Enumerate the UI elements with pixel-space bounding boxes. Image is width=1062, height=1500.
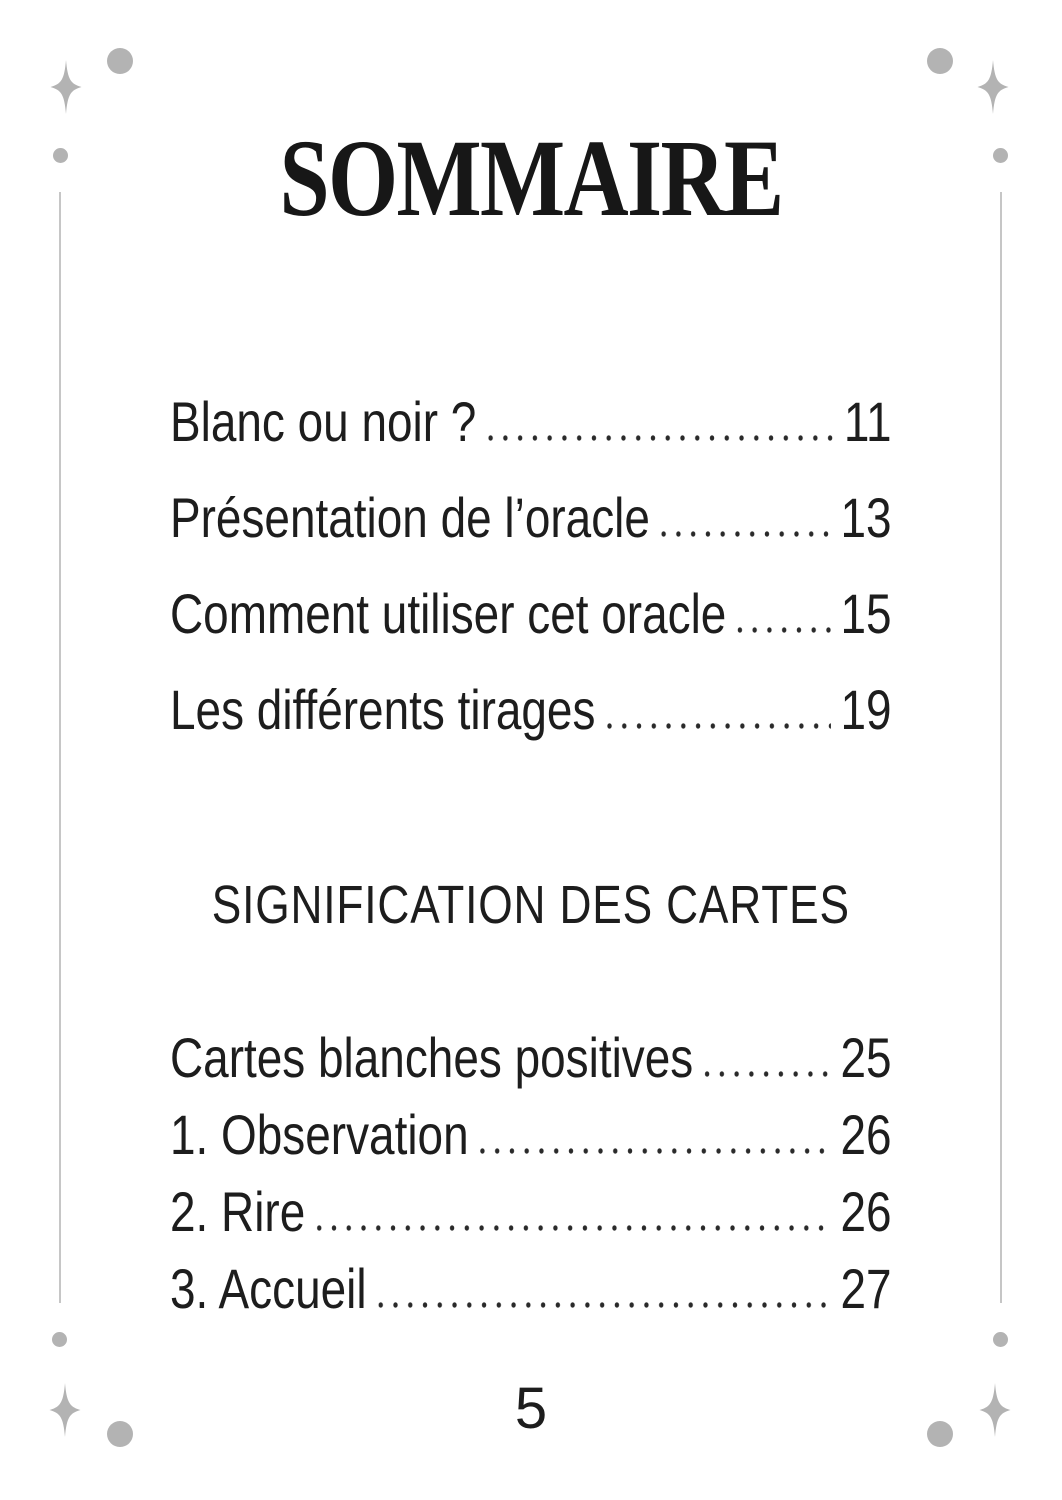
toc-entry: Blanc ou noir ? 11 xyxy=(170,389,892,485)
sparkle-icon xyxy=(977,60,1009,114)
dotted-leader xyxy=(487,435,835,441)
toc-entry-label: Blanc ou noir ? xyxy=(170,390,477,453)
toc-entry-page: 15 xyxy=(840,582,892,645)
folio-page-number: 5 xyxy=(514,1376,548,1441)
section-heading: SIGNIFICATION DES CARTES xyxy=(211,875,850,935)
right-border-line xyxy=(1000,192,1002,1303)
decorative-dot xyxy=(993,1332,1008,1347)
toc-entry: Comment utiliser cet oracle 15 xyxy=(170,581,892,677)
decorative-dot xyxy=(52,1332,67,1347)
toc-entry: 2. Rire 26 xyxy=(170,1179,892,1256)
dotted-leader xyxy=(606,723,831,729)
toc-entry-label: 3. Accueil xyxy=(170,1257,367,1320)
decorative-dot xyxy=(927,1421,953,1447)
toc-intro-list: Blanc ou noir ? 11 Présentation de l’ora… xyxy=(170,389,892,773)
toc-entry-page: 19 xyxy=(840,678,892,741)
toc-entry-label: Les différents tirages xyxy=(170,678,596,741)
toc-entry-page: 27 xyxy=(840,1257,892,1320)
toc-entry-page: 26 xyxy=(840,1180,892,1243)
dotted-leader xyxy=(737,627,831,633)
toc-entry: Les différents tirages 19 xyxy=(170,677,892,773)
toc-entry: 1. Observation 26 xyxy=(170,1102,892,1179)
toc-entry-label: Cartes blanches positives xyxy=(170,1026,694,1089)
toc-entry-page: 13 xyxy=(840,486,892,549)
sparkle-icon xyxy=(50,60,82,114)
toc-entry-label: Comment utiliser cet oracle xyxy=(170,582,727,645)
toc-entry-label: Présentation de l’oracle xyxy=(170,486,650,549)
toc-entry: Cartes blanches positives 25 xyxy=(170,1025,892,1102)
dotted-leader xyxy=(661,531,831,537)
toc-entry-page: 26 xyxy=(840,1103,892,1166)
decorative-dot xyxy=(107,48,133,74)
toc-cards-list: Cartes blanches positives 25 1. Observat… xyxy=(170,1025,892,1333)
toc-entry-page: 25 xyxy=(840,1026,892,1089)
decorative-dot xyxy=(927,48,953,74)
toc-entry-label: 1. Observation xyxy=(170,1103,469,1166)
sparkle-icon xyxy=(49,1383,81,1437)
dotted-leader xyxy=(378,1302,831,1308)
dotted-leader xyxy=(704,1071,831,1077)
dotted-leader xyxy=(480,1148,831,1154)
toc-entry: 3. Accueil 27 xyxy=(170,1256,892,1333)
toc-entry-page: 11 xyxy=(843,390,892,453)
decorative-dot xyxy=(53,148,68,163)
decorative-dot xyxy=(993,148,1008,163)
toc-entry: Présentation de l’oracle 13 xyxy=(170,485,892,581)
decorative-dot xyxy=(107,1421,133,1447)
page-title: SOMMAIRE xyxy=(279,117,784,239)
dotted-leader xyxy=(316,1225,831,1231)
left-border-line xyxy=(59,192,61,1303)
sparkle-icon xyxy=(979,1383,1011,1437)
toc-entry-label: 2. Rire xyxy=(170,1180,306,1243)
